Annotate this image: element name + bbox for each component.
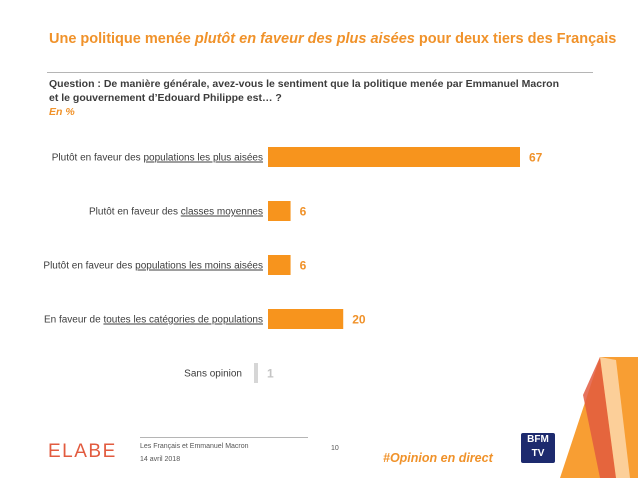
category-label-1: Plutôt en faveur des populations les plu… — [52, 153, 263, 164]
bar-3 — [268, 255, 291, 275]
header-divider — [47, 72, 593, 73]
value-label-4: 20 — [352, 313, 366, 327]
question-text: Question : De manière générale, avez-vou… — [49, 78, 559, 104]
bar-1 — [268, 147, 520, 167]
footer-date: 14 avril 2018 — [140, 456, 181, 463]
category-label-2: Plutôt en faveur des classes moyennes — [89, 207, 263, 218]
category-label-4: En faveur de toutes les catégories de po… — [44, 315, 263, 326]
elabe-logo: ELABE — [48, 441, 117, 462]
page-title: Une politique menée plutôt en faveur des… — [49, 31, 617, 47]
bfm-tv-logo: BFM TV — [521, 433, 555, 463]
bar-chart: 67 Plutôt en faveur des populations les p… — [43, 147, 543, 383]
page-number: 10 — [331, 445, 339, 452]
value-label-2: 6 — [300, 205, 307, 219]
footer-study-title: Les Français et Emmanuel Macron — [140, 443, 249, 450]
bar-2 — [268, 201, 291, 221]
value-label-1: 67 — [529, 151, 543, 165]
hashtag: #Opinion en direct — [383, 451, 493, 465]
category-label-5: Sans opinion — [184, 369, 242, 380]
footer-divider — [140, 437, 308, 438]
bar-5 — [254, 363, 258, 383]
unit-label: En % — [49, 106, 75, 118]
category-label-3: Plutôt en faveur des populations les moi… — [43, 261, 263, 272]
value-label-3: 6 — [300, 259, 307, 273]
value-label-5: 1 — [267, 367, 274, 381]
bar-4 — [268, 309, 344, 329]
